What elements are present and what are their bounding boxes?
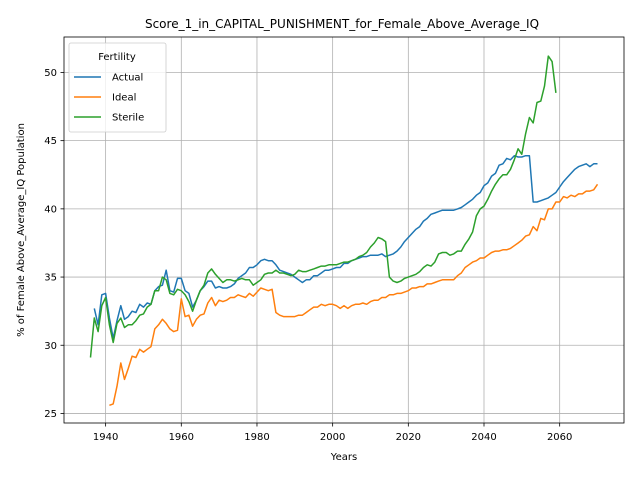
legend: Fertility Actual Ideal Sterile <box>68 42 167 133</box>
legend-label-ideal: Ideal <box>112 93 136 104</box>
legend-box <box>68 42 167 133</box>
y-tick-label: 50 <box>44 68 57 79</box>
y-tick-label: 30 <box>44 341 57 352</box>
plot-frame <box>63 36 625 424</box>
y-tick-label: 25 <box>44 409 57 420</box>
y-axis-label: % of Female Above_Average_IQ Population <box>16 123 27 337</box>
series-line-ideal <box>109 183 599 407</box>
x-tick-label: 1980 <box>244 432 269 443</box>
grid <box>64 37 624 423</box>
series-line-actual <box>93 154 598 340</box>
x-tick-label: 2060 <box>547 432 572 443</box>
chart-title: Score_1_in_CAPITAL_PUNISHMENT_for_Female… <box>145 17 539 31</box>
legend-label-sterile: Sterile <box>112 113 144 124</box>
series-layer <box>89 55 599 407</box>
legend-label-actual: Actual <box>112 73 143 84</box>
x-tick-label: 1940 <box>93 432 118 443</box>
x-tick-label: 2040 <box>471 432 496 443</box>
x-tick-label: 2020 <box>396 432 421 443</box>
x-axis: 1940 1960 1980 2000 2020 2040 2060 <box>93 423 572 443</box>
y-tick-label: 35 <box>44 273 57 284</box>
x-tick-label: 1960 <box>169 432 194 443</box>
x-tick-label: 2000 <box>320 432 345 443</box>
x-axis-label: Years <box>330 452 357 463</box>
series-line-sterile <box>89 55 557 358</box>
y-tick-label: 40 <box>44 204 57 215</box>
y-tick-label: 45 <box>44 136 57 147</box>
legend-title: Fertility <box>98 52 136 63</box>
y-axis: 25 30 35 40 45 50 <box>44 68 64 420</box>
